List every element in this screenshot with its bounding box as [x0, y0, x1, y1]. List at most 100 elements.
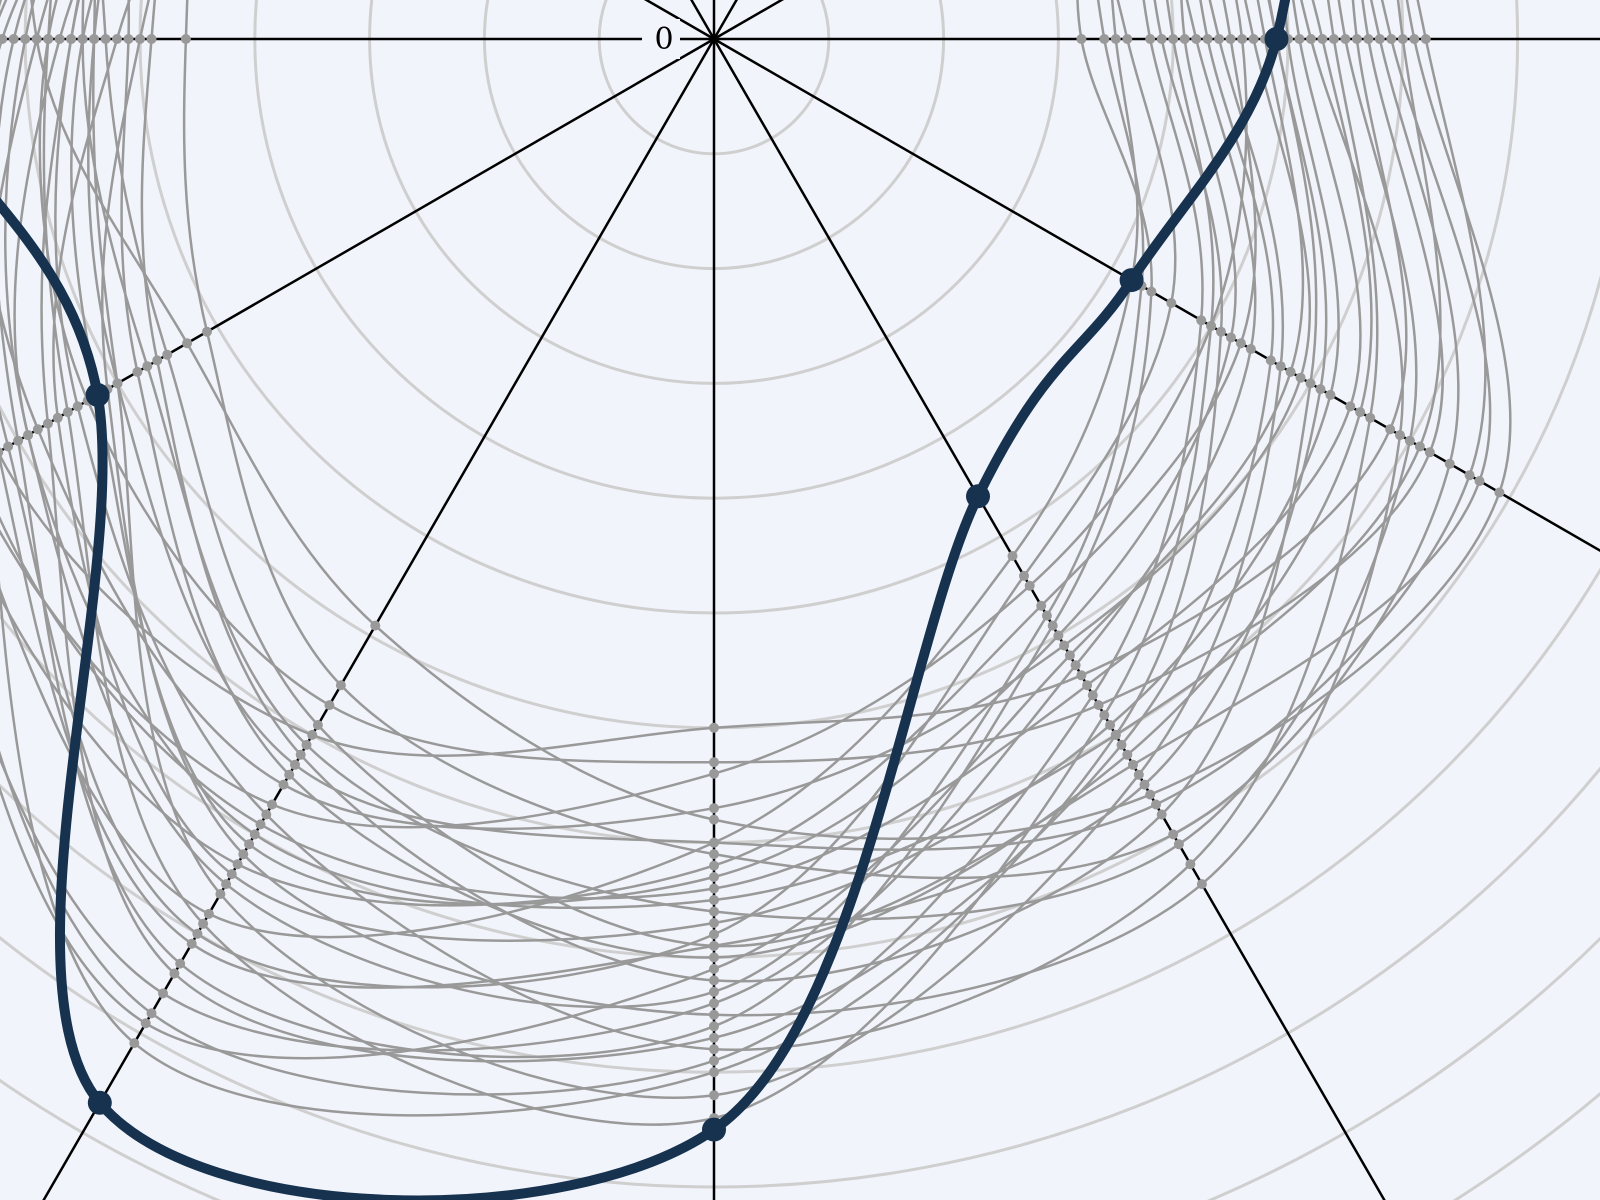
series-points — [0, 34, 1505, 1124]
series-point — [1093, 700, 1104, 711]
series-point — [709, 837, 719, 848]
labels: 0 — [0, 0, 1291, 1200]
series-point — [1168, 34, 1179, 44]
series-line — [0, 0, 1139, 939]
series-point — [709, 1067, 719, 1078]
series-point — [709, 940, 719, 951]
series-point — [32, 424, 43, 435]
series-point — [1345, 401, 1356, 412]
series-point — [1237, 34, 1248, 44]
series-point — [709, 757, 719, 768]
series-point — [112, 378, 123, 389]
series-point — [1036, 600, 1047, 611]
series-point — [1306, 34, 1316, 44]
series-point — [709, 872, 719, 882]
series-point — [221, 879, 232, 890]
series-point — [307, 729, 318, 740]
series-line — [30, 0, 1512, 840]
series-point — [284, 769, 295, 780]
series-point — [66, 34, 77, 44]
series-point — [1386, 34, 1397, 44]
series-point — [709, 849, 719, 860]
series-point — [1363, 34, 1374, 44]
series-point — [3, 441, 14, 452]
series-point — [1414, 441, 1425, 452]
highlight-point — [1119, 268, 1144, 293]
series-point — [709, 883, 719, 894]
series-point — [290, 759, 300, 770]
series-point — [226, 869, 237, 880]
series-point — [1122, 34, 1133, 44]
series-point — [1225, 34, 1236, 44]
series-point — [100, 34, 111, 44]
series-point — [0, 447, 4, 457]
series-point — [709, 1090, 719, 1101]
series-point — [1110, 729, 1121, 740]
series-point — [1070, 660, 1081, 671]
series-point — [146, 34, 157, 44]
series-line — [0, 0, 1328, 989]
series-point — [709, 952, 719, 963]
series-point — [709, 803, 719, 814]
series-point — [1355, 407, 1366, 418]
series-line — [54, 0, 1379, 1051]
series-line — [0, 0, 1177, 989]
series-line — [0, 0, 1408, 757]
series-point — [709, 1044, 719, 1055]
series-point — [192, 928, 203, 939]
series-point — [1076, 670, 1087, 681]
series-point — [1325, 389, 1336, 400]
series-point — [232, 859, 243, 870]
series-point — [31, 34, 42, 44]
series-point — [370, 620, 381, 631]
series-point — [1196, 879, 1207, 890]
tick-label-bg — [642, 19, 680, 59]
series-point — [1122, 749, 1133, 760]
series-point — [709, 929, 719, 940]
series-point — [1173, 839, 1184, 850]
series-point — [709, 963, 719, 974]
series-point — [1145, 789, 1156, 800]
series-point — [709, 1055, 719, 1066]
series-point — [1166, 298, 1177, 308]
series-point — [709, 814, 719, 825]
series-point — [1105, 720, 1116, 730]
series-point — [709, 722, 719, 733]
series-point — [169, 968, 180, 979]
highlight-point — [1264, 27, 1289, 51]
series-point — [129, 1038, 140, 1049]
series-point — [301, 739, 312, 750]
spoke — [713, 37, 1600, 552]
series-point — [182, 338, 193, 349]
series-point — [709, 768, 719, 779]
series-point — [13, 435, 24, 446]
series-point — [1294, 34, 1305, 44]
series-point — [8, 34, 19, 44]
series-point — [709, 860, 719, 871]
series-line — [13, 0, 1442, 910]
series-point — [1156, 809, 1167, 820]
series-point — [1265, 355, 1276, 366]
series-point — [89, 34, 100, 44]
series-point — [709, 918, 719, 928]
series-point — [312, 720, 323, 730]
series-point — [709, 1021, 719, 1032]
series-point — [1082, 680, 1093, 691]
series-point — [709, 986, 719, 997]
highlight-point — [966, 484, 990, 509]
series-point — [1099, 710, 1110, 721]
series-point — [186, 938, 197, 949]
series-point — [123, 34, 134, 44]
series-point — [1216, 326, 1226, 337]
series-point — [709, 1032, 719, 1043]
series-point — [142, 361, 153, 372]
series-point — [1128, 759, 1138, 770]
series-line — [0, 0, 1248, 829]
series-point — [1116, 739, 1127, 750]
series-point — [1185, 859, 1196, 870]
series-point — [162, 349, 173, 360]
spoke — [712, 38, 1386, 1200]
series-line — [38, 0, 1444, 764]
series-point — [62, 407, 73, 418]
